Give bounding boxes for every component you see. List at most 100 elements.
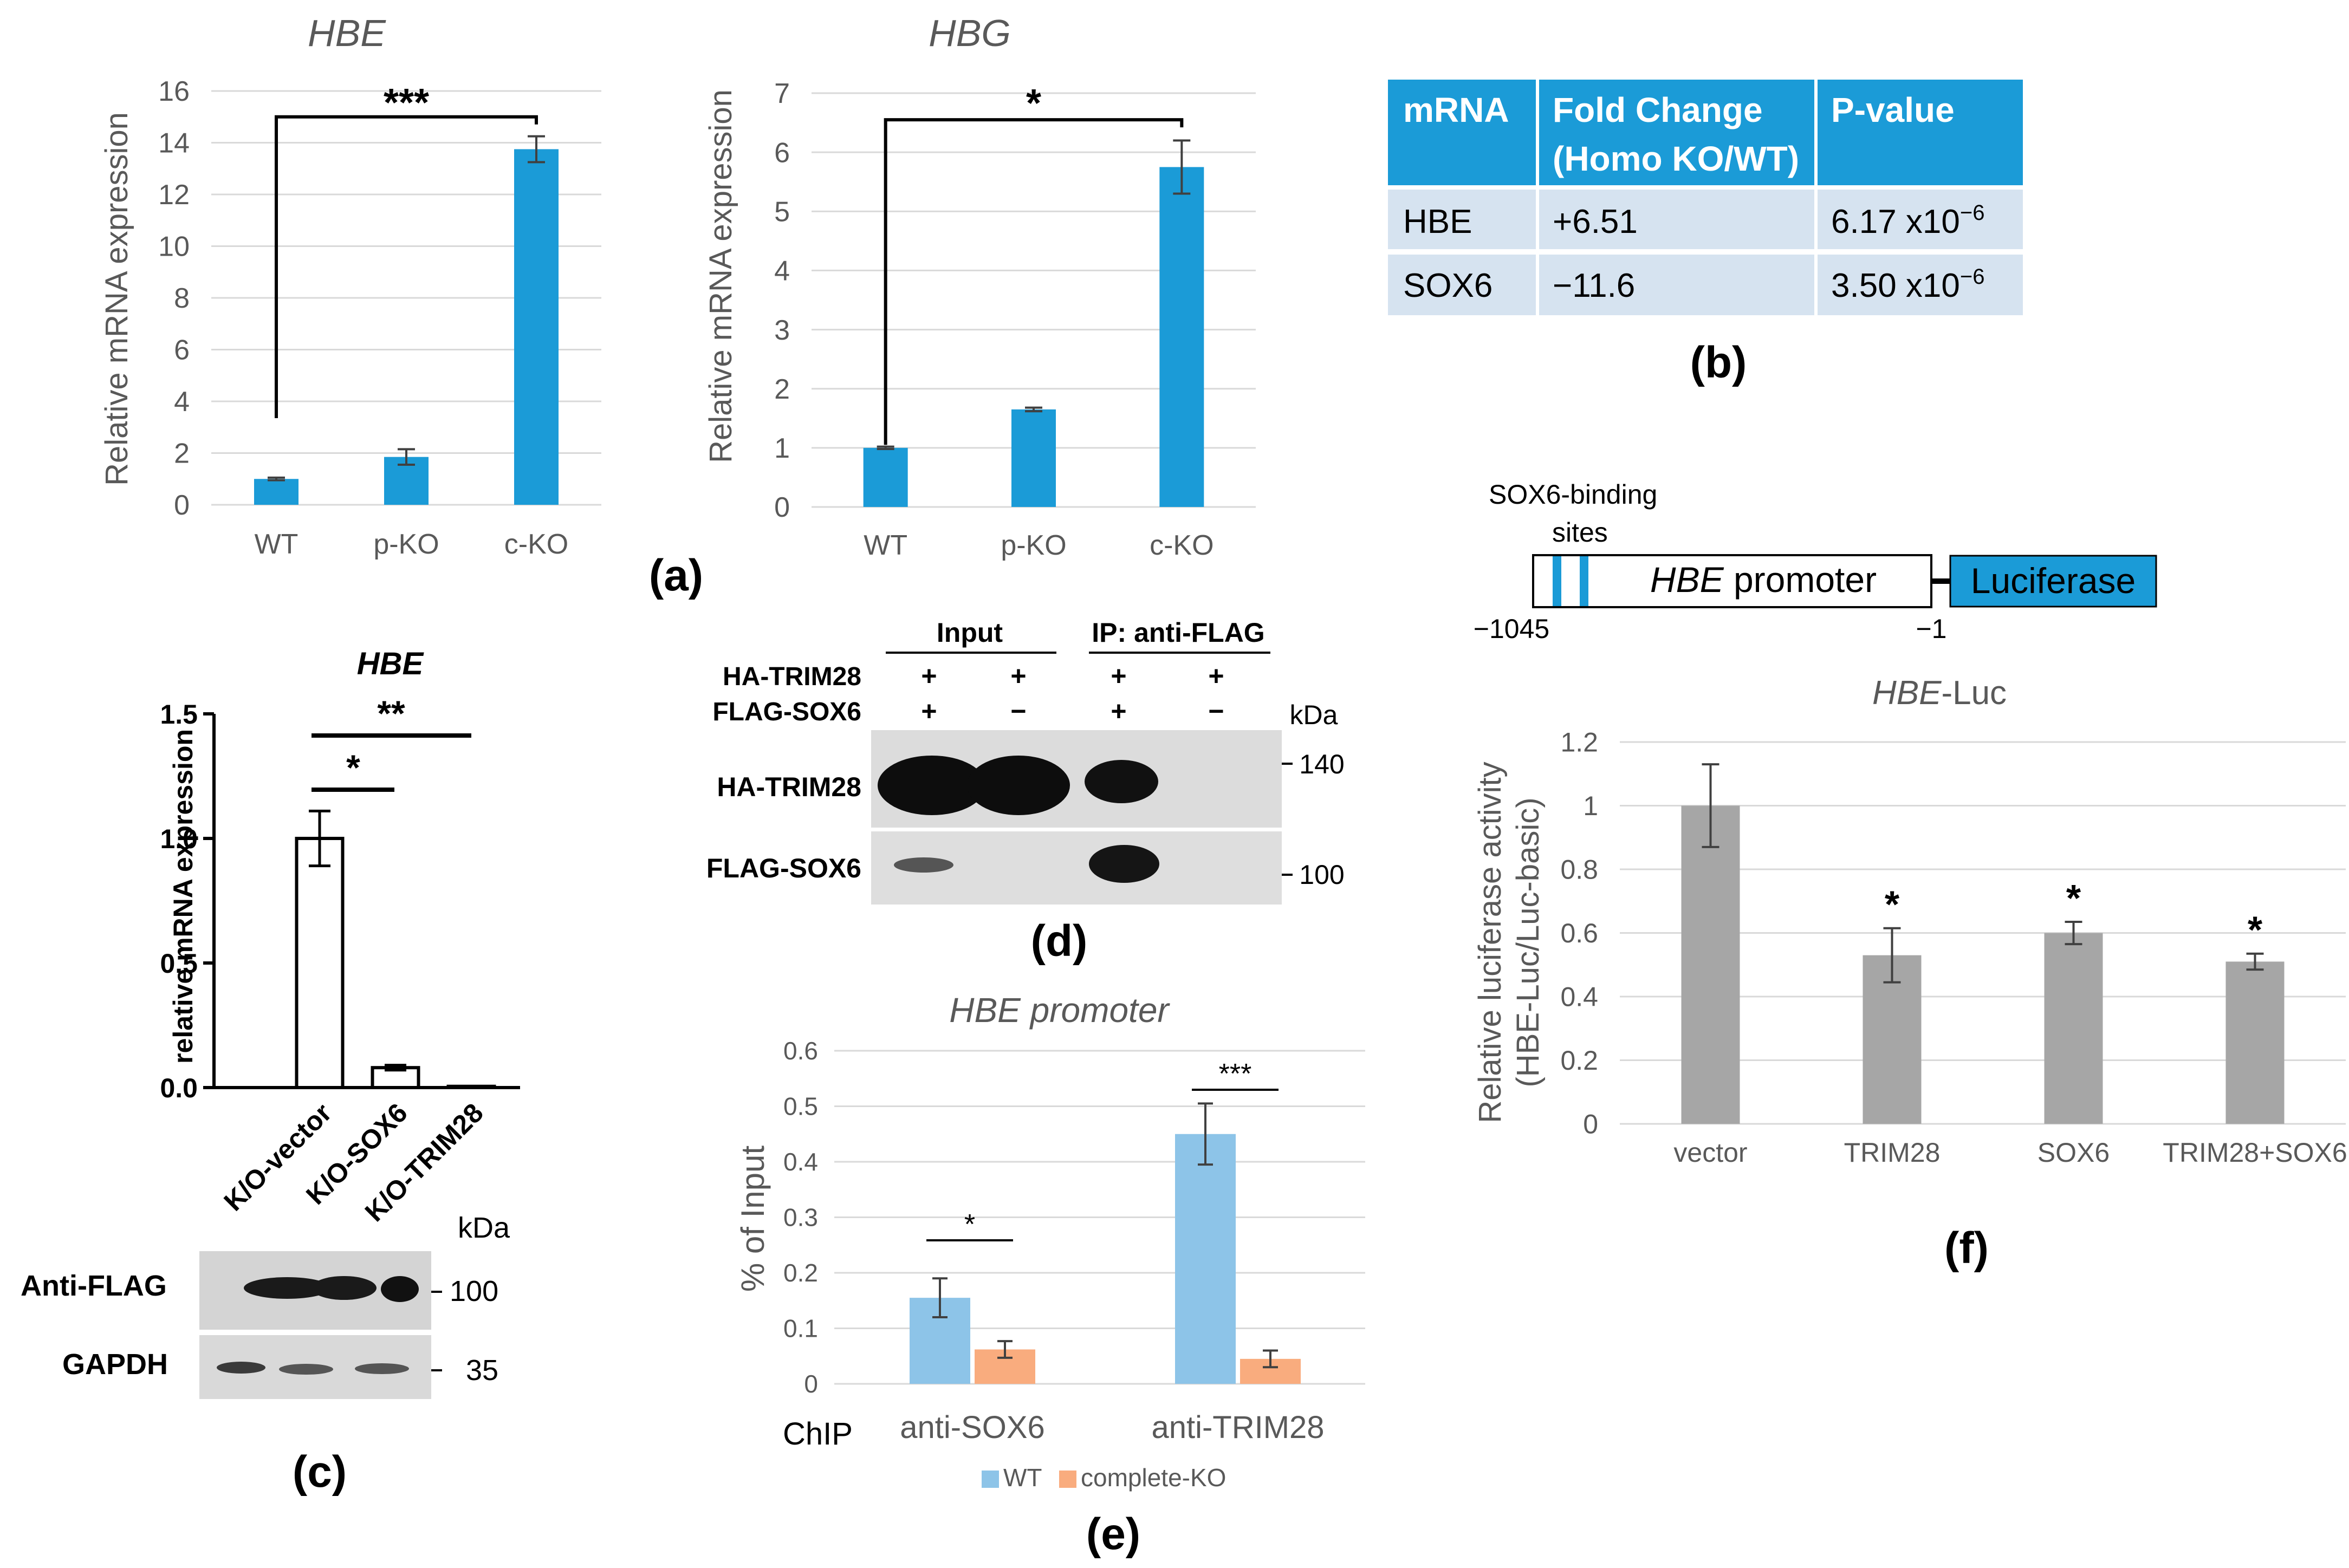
a1-ytick-label: 16 bbox=[158, 76, 190, 107]
blot-d-band bbox=[1089, 845, 1159, 883]
sox6-binding-label: SOX6-binding bbox=[1489, 479, 1657, 510]
e-ytick-label: 0 bbox=[804, 1370, 818, 1398]
c-ytick-label: 0.5 bbox=[160, 948, 198, 979]
a1-ytick-label: 4 bbox=[174, 386, 190, 418]
a1-xtick-label: WT bbox=[255, 529, 299, 560]
a2-bar bbox=[863, 447, 908, 507]
chart-a2-significance: * bbox=[884, 82, 1184, 445]
legend-swatch-ko bbox=[1059, 1471, 1076, 1488]
table-b-header-pvalue: P-value bbox=[1831, 90, 1955, 129]
a2-ytick-label: 3 bbox=[774, 315, 790, 346]
blot-d-band bbox=[894, 857, 953, 873]
f-bar bbox=[2044, 933, 2103, 1124]
blot-d-row-label-sox6: FLAG-SOX6 bbox=[712, 698, 861, 726]
panel-label-e: (e) bbox=[1086, 1510, 1140, 1559]
e-significance-stars: *** bbox=[1219, 1058, 1252, 1090]
chart-a2-x-labels: WT p-KO c-KO bbox=[864, 530, 1214, 561]
table-b: mRNA Fold Change (Homo KO/WT) P-value HB… bbox=[1388, 80, 2023, 315]
f-bar bbox=[1681, 805, 1740, 1124]
chart-a2-ylabel: Relative mRNA expression bbox=[703, 89, 738, 463]
chart-a2-hbg: HBG 0 1 2 3 4 5 6 7 WT p-KO c-KO Relative mRNA ex… bbox=[703, 12, 1256, 561]
blot-c-kda: kDa bbox=[458, 1212, 510, 1244]
panel-label-d: (d) bbox=[1031, 916, 1088, 966]
a1-ytick-label: 10 bbox=[158, 231, 190, 263]
blot-d-sign: + bbox=[1111, 696, 1126, 726]
chart-a1-bars bbox=[254, 135, 559, 505]
a1-ytick-label: 14 bbox=[158, 128, 190, 159]
c-ytick-label: 0.0 bbox=[160, 1073, 198, 1103]
a2-significance-bracket bbox=[884, 118, 1184, 445]
blot-d-signs: + + + + + − + − bbox=[921, 661, 1224, 726]
position-start: −1045 bbox=[1474, 614, 1549, 644]
promoter-italic: HBE bbox=[1650, 559, 1724, 600]
panel-label-f: (f) bbox=[1944, 1224, 1989, 1273]
table-b-r2-fold: −11.6 bbox=[1553, 267, 1635, 304]
blot-d-marker-100: 100 bbox=[1299, 860, 1344, 890]
position-end: −1 bbox=[1916, 614, 1946, 644]
f-ytick-label: 0.8 bbox=[1560, 855, 1598, 885]
legend-label-wt: WT bbox=[1003, 1463, 1042, 1492]
a2-ytick-label: 6 bbox=[774, 137, 790, 168]
chart-f-title: HBE-Luc bbox=[1872, 674, 2007, 712]
blot-c-band bbox=[279, 1364, 333, 1375]
table-b-r1-pexp: −6 bbox=[1960, 201, 1985, 225]
a1-ytick-label: 6 bbox=[174, 335, 190, 366]
blot-d-sign: − bbox=[1208, 696, 1224, 726]
chart-e-ylabel: % of Input bbox=[735, 1146, 771, 1292]
a2-xtick-label: WT bbox=[864, 530, 907, 561]
f-ytick-label: 0.4 bbox=[1560, 982, 1598, 1012]
f-xtick-label: SOX6 bbox=[2037, 1137, 2110, 1168]
blot-d-sign: − bbox=[1010, 696, 1026, 726]
blot-c-band bbox=[355, 1363, 409, 1374]
a1-ytick-label: 0 bbox=[174, 490, 190, 521]
chart-f-luc: HBE-Luc 0 0.2 0.4 0.6 0.8 1 1.2 vector TRIM28 SO… bbox=[1472, 674, 2347, 1168]
chart-e-chip: HBE promoter 0 0.1 0.2 0.3 0.4 0.5 0.6 anti-SO… bbox=[735, 991, 1365, 1492]
blot-d-blot-label-trim28: HA-TRIM28 bbox=[717, 772, 861, 802]
binding-site-1 bbox=[1553, 556, 1561, 606]
blot-c-label-flag: Anti-FLAG bbox=[21, 1270, 167, 1302]
blot-c-band bbox=[244, 1277, 330, 1299]
c-significance-stars: * bbox=[346, 747, 360, 788]
chart-f-ylabel-1: Relative luciferase activity bbox=[1472, 762, 1508, 1123]
blot-c-band bbox=[312, 1276, 377, 1300]
a1-ytick-label: 2 bbox=[174, 438, 190, 470]
a2-bar bbox=[1011, 409, 1056, 507]
f-significance-star: * bbox=[2248, 909, 2263, 951]
c-bar bbox=[295, 837, 345, 1089]
table-b-r1-pvalue: 6.17 x10−6 bbox=[1831, 201, 1984, 240]
chart-f-title-rest: -Luc bbox=[1941, 674, 2007, 712]
e-ytick-label: 0.6 bbox=[783, 1037, 818, 1065]
blot-d-kda: kDa bbox=[1290, 700, 1338, 730]
a2-ytick-label: 5 bbox=[774, 196, 790, 227]
c-significance-stars: ** bbox=[377, 693, 405, 733]
luciferase-label: Luciferase bbox=[1971, 561, 2136, 601]
blot-d-band bbox=[878, 756, 986, 815]
a1-ytick-label: 12 bbox=[158, 179, 190, 211]
chart-f-title-italic: HBE bbox=[1872, 674, 1942, 712]
chart-c-ylabel: relative mRNA expression bbox=[168, 729, 198, 1064]
e-ytick-label: 0.5 bbox=[783, 1092, 818, 1121]
blot-d-band bbox=[967, 756, 1070, 815]
chart-a1-ylabel: Relative mRNA expression bbox=[99, 112, 134, 486]
a2-ytick-label: 2 bbox=[774, 374, 790, 405]
c-ytick-label: 1.5 bbox=[160, 699, 198, 730]
a2-ytick-label: 0 bbox=[774, 492, 790, 523]
e-xtick-label: anti-TRIM28 bbox=[1151, 1410, 1324, 1445]
chart-f-x-labels: vector TRIM28 SOX6 TRIM28+SOX6 bbox=[1673, 1137, 2347, 1168]
table-b-header-fold: Fold Change bbox=[1553, 90, 1763, 129]
chart-c-hbe: HBE 0.0 0.5 1.0 1.5 K/O-vectorK/O-SOX6K/O-T… bbox=[160, 646, 520, 1227]
f-xtick-label: vector bbox=[1673, 1137, 1747, 1168]
blot-d-marker-140: 140 bbox=[1299, 749, 1344, 779]
blot-c-marker-35: 35 bbox=[466, 1354, 498, 1387]
e-ytick-label: 0.3 bbox=[783, 1203, 818, 1232]
chart-f-ylabel-2: (HBE-Luc/Luc-basic) bbox=[1510, 797, 1546, 1087]
chart-a1-title: HBE bbox=[308, 12, 386, 54]
blot-c-band bbox=[381, 1276, 419, 1302]
table-b-r1-fold: +6.51 bbox=[1553, 203, 1638, 240]
promoter-rest: promoter bbox=[1724, 559, 1877, 600]
e-significance-stars: * bbox=[964, 1209, 975, 1240]
a2-xtick-label: p-KO bbox=[1001, 530, 1066, 561]
f-xtick-label: TRIM28+SOX6 bbox=[2163, 1137, 2347, 1168]
